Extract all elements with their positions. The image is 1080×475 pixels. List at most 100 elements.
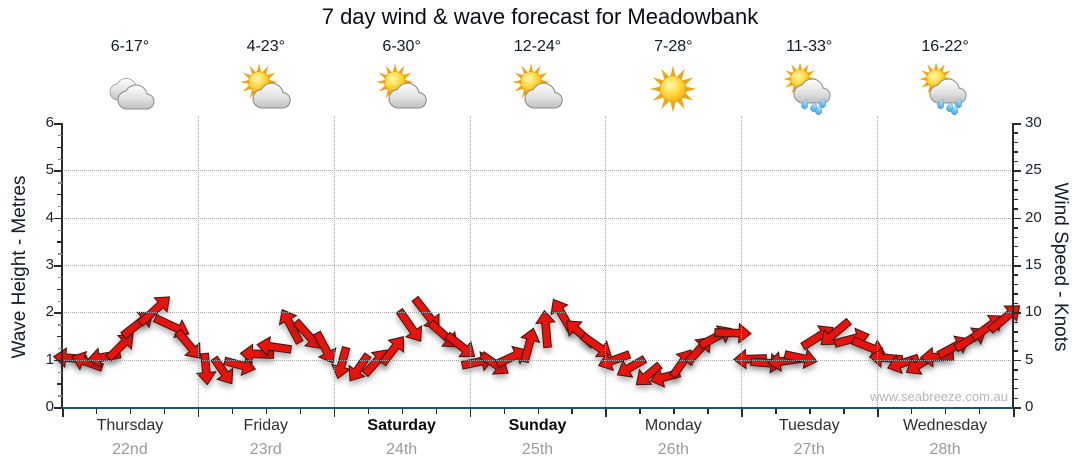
wind-arrow bbox=[811, 309, 859, 357]
wind-arrow bbox=[216, 341, 264, 389]
wave-axis-tick-label: 3 bbox=[45, 256, 54, 273]
time-axis-tick-minor bbox=[367, 409, 370, 414]
wave-axis-tick-sub bbox=[58, 371, 62, 373]
wave-axis-tick-sub bbox=[58, 253, 62, 255]
wave-axis-tick-sub bbox=[58, 347, 62, 350]
wind-axis-tick bbox=[1013, 170, 1021, 172]
time-axis-tick-minor bbox=[843, 409, 845, 414]
day-date-label: 26th bbox=[657, 441, 689, 458]
wave-axis-tick bbox=[54, 170, 62, 172]
wind-axis-tick bbox=[1013, 407, 1021, 409]
wave-axis-tick-minor bbox=[57, 194, 62, 196]
day-name-label: Wednesday bbox=[902, 417, 988, 434]
day-date-label: 23rd bbox=[249, 441, 282, 458]
wave-axis-tick-sub bbox=[58, 134, 62, 137]
wind-arrow bbox=[199, 347, 247, 395]
gridline-day-boundary bbox=[877, 116, 879, 407]
wave-axis-tick bbox=[54, 123, 62, 125]
time-axis-tick bbox=[62, 409, 64, 417]
time-axis-line bbox=[61, 407, 1014, 409]
wind-axis-tick-minor bbox=[1013, 189, 1018, 191]
day-temp-range: 16-22° bbox=[921, 38, 969, 55]
time-axis-tick-minor bbox=[707, 409, 709, 414]
wave-axis-tick bbox=[54, 312, 62, 314]
wind-axis-tick-minor bbox=[1013, 208, 1018, 210]
wind-axis-tick-minor bbox=[1013, 151, 1018, 153]
wave-axis-tick-label: 5 bbox=[45, 161, 54, 179]
day-temp-range: 12-24° bbox=[513, 38, 562, 55]
wind-axis-tick-label: 10 bbox=[1025, 303, 1042, 321]
wave-axis-tick-minor bbox=[57, 383, 62, 385]
wind-arrow bbox=[267, 302, 315, 350]
time-axis-tick-minor bbox=[537, 409, 539, 414]
gridline-day-boundary bbox=[741, 116, 743, 407]
wind-axis-tick-minor bbox=[1013, 340, 1018, 343]
wind-arrow bbox=[607, 343, 655, 391]
wave-axis-tick-label: 1 bbox=[45, 350, 54, 368]
time-axis-tick bbox=[333, 409, 336, 417]
day-date-label: 28th bbox=[929, 441, 961, 458]
wind-axis-tick bbox=[1013, 312, 1021, 314]
wind-arrow bbox=[981, 294, 1029, 342]
day-name-label: Friday bbox=[243, 417, 288, 434]
time-axis-tick-minor bbox=[639, 409, 641, 414]
time-axis-tick-minor bbox=[911, 409, 913, 414]
wind-axis-tick-minor bbox=[1013, 331, 1018, 333]
wind-axis-tick-minor bbox=[1013, 321, 1018, 324]
day-temp-range: 6-17° bbox=[110, 38, 150, 55]
day-name-label: Saturday bbox=[367, 417, 436, 434]
wave-axis-tick-sub bbox=[58, 182, 62, 184]
wind-axis-tick-label: 0 bbox=[1025, 398, 1034, 415]
wave-axis-tick bbox=[54, 359, 62, 362]
wind-axis-tick bbox=[1013, 217, 1021, 220]
wave-axis-tick-minor bbox=[57, 241, 62, 243]
wave-axis-tick-minor bbox=[57, 146, 62, 149]
gridline-horizontal bbox=[62, 265, 1013, 266]
time-axis-tick-minor bbox=[571, 409, 573, 414]
wind-axis-tick-minor bbox=[1013, 293, 1018, 295]
wave-axis-tick-sub bbox=[58, 324, 62, 326]
wind-axis-tick-label: 25 bbox=[1025, 161, 1042, 179]
sun-cloud-icon bbox=[510, 63, 566, 115]
time-axis-tick bbox=[605, 409, 608, 417]
wave-axis-tick-sub bbox=[58, 276, 62, 279]
gridline-horizontal bbox=[62, 312, 1013, 314]
wind-axis-tick bbox=[1013, 359, 1021, 362]
day-temp-range: 4-23° bbox=[246, 38, 285, 55]
wave-axis-line bbox=[61, 123, 63, 407]
wind-arrow bbox=[250, 323, 298, 371]
wind-arrow bbox=[318, 339, 366, 387]
time-axis-tick-minor bbox=[979, 409, 981, 414]
wave-axis-tick-label: 2 bbox=[45, 303, 54, 321]
gridline-day-boundary bbox=[333, 116, 335, 407]
wave-axis-tick-label: 6 bbox=[45, 114, 54, 131]
day-name-label: Thursday bbox=[96, 417, 164, 434]
gridline-day-boundary bbox=[197, 116, 199, 407]
time-axis-tick-minor bbox=[401, 409, 404, 414]
day-name-label: Monday bbox=[644, 417, 702, 434]
time-axis-tick-minor bbox=[231, 409, 234, 414]
wind-arrow bbox=[386, 302, 434, 350]
wind-axis-tick-minor bbox=[1013, 350, 1018, 352]
day-date-label: 25th bbox=[521, 441, 554, 458]
time-axis-tick-minor bbox=[435, 409, 437, 414]
cloudy-icon bbox=[102, 63, 158, 115]
wave-axis-tick-minor bbox=[57, 288, 62, 291]
wind-axis-tick-minor bbox=[1013, 141, 1018, 144]
wind-arrow bbox=[131, 286, 179, 334]
time-axis-tick-minor bbox=[945, 409, 947, 414]
wave-axis-tick bbox=[54, 217, 62, 220]
wind-arrow bbox=[522, 305, 570, 353]
wave-axis-tick-sub bbox=[58, 205, 62, 208]
time-axis-tick-minor bbox=[809, 409, 811, 414]
time-axis-tick-minor bbox=[503, 409, 505, 414]
time-axis-tick bbox=[197, 409, 200, 417]
wave-axis-tick-sub bbox=[58, 300, 62, 302]
wind-axis-tick bbox=[1013, 123, 1021, 125]
time-axis-tick-minor bbox=[673, 409, 675, 414]
wind-axis-tick-minor bbox=[1013, 302, 1018, 305]
wave-axis-tick-sub bbox=[58, 158, 62, 160]
day-temp-range: 7-28° bbox=[654, 38, 693, 55]
gridline-day-boundary bbox=[605, 116, 607, 407]
